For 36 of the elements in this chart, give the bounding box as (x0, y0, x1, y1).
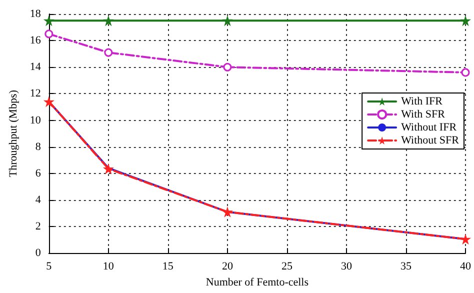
y-tick-label: 14 (30, 61, 42, 74)
point (43, 96, 54, 108)
legend-label: With SFR (401, 108, 446, 120)
point (223, 62, 232, 72)
y-tick-label: 0 (35, 247, 42, 260)
y-tick-label: 8 (35, 140, 42, 153)
y-tick-label: 12 (30, 88, 41, 100)
point (102, 163, 114, 174)
y-tick-label: 2 (35, 220, 41, 233)
y-tick-label: 16 (30, 34, 42, 47)
x-tick-label: 15 (162, 260, 174, 273)
x-tick-label: 40 (460, 260, 472, 273)
point (460, 234, 471, 245)
point (44, 30, 54, 38)
legend-label: Without SFR (401, 134, 460, 146)
point (222, 15, 233, 26)
point (43, 15, 54, 26)
point (460, 15, 471, 26)
y-tick-label: 4 (35, 194, 42, 206)
x-tick-label: 25 (281, 260, 293, 273)
point (102, 15, 114, 26)
x-tick-label: 30 (340, 260, 352, 273)
x-tick-label: 5 (46, 260, 52, 273)
legend-label: Without IFR (401, 122, 458, 134)
y-tick-label: 18 (30, 8, 42, 20)
point (222, 206, 233, 218)
x-axis-title: Number of Femto-cells (206, 276, 309, 288)
point (104, 48, 113, 57)
point (461, 68, 470, 77)
x-tick-label: 20 (222, 260, 234, 273)
y-tick-label: 10 (30, 114, 42, 126)
x-tick-label: 35 (400, 260, 412, 273)
y-axis-title: Throughput (Mbps) (8, 90, 20, 178)
y-tick-label: 6 (35, 167, 42, 180)
legend-label: With IFR (401, 96, 444, 108)
x-tick-label: 10 (102, 260, 114, 273)
